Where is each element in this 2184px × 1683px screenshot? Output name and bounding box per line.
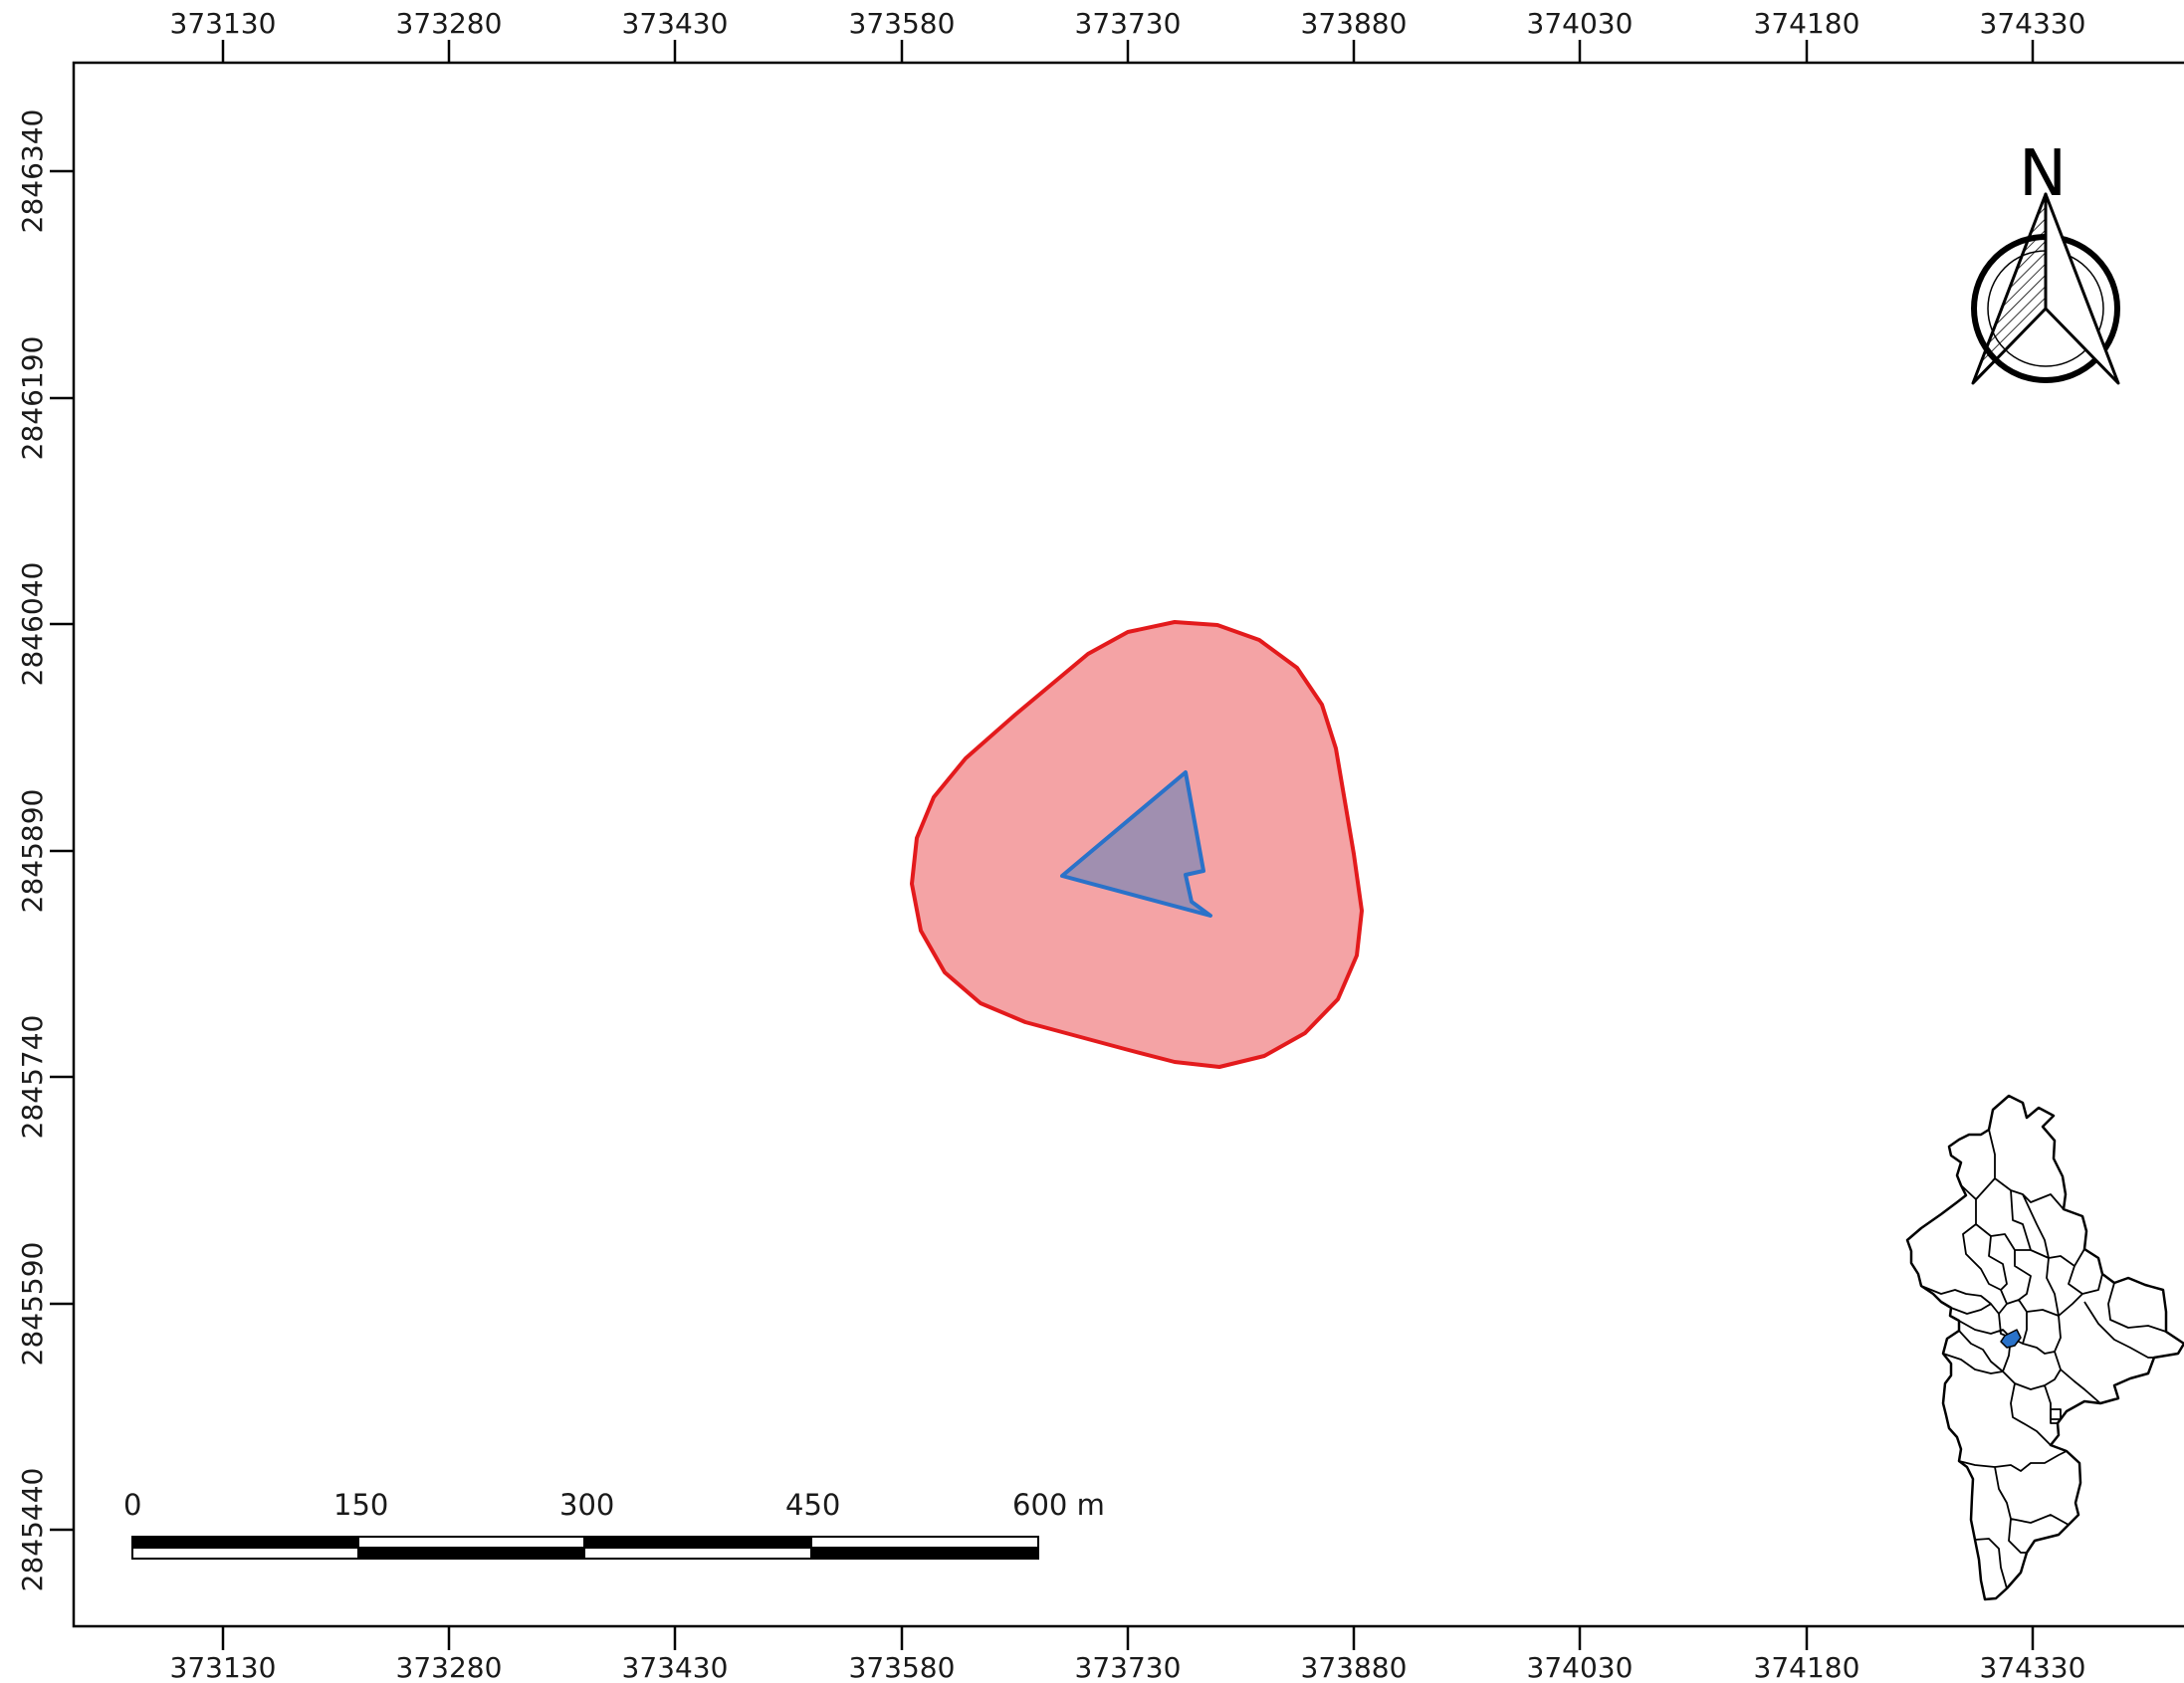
x-tick-label: 373130 [170, 7, 277, 40]
x-tick-label: 373280 [396, 7, 503, 40]
x-tick-label: 373280 [396, 1651, 503, 1683]
x-axis-bottom-ticks [221, 1626, 2035, 1650]
y-tick-label: 2845440 [16, 1468, 49, 1592]
x-tick-label: 373880 [1301, 1651, 1408, 1683]
scale-bar-bottom-row [131, 1547, 1039, 1560]
x-axis-bottom-labels: 373130 373280 373430 373580 373730 37388… [170, 1651, 2086, 1683]
x-tick-label: 373430 [622, 7, 729, 40]
y-axis-ticks [50, 169, 74, 1532]
x-tick-label: 373880 [1301, 7, 1408, 40]
scale-segment [810, 1547, 1039, 1560]
scale-segment [583, 1536, 812, 1549]
scale-label: 0 [123, 1488, 141, 1522]
scale-segment [357, 1536, 585, 1549]
north-arrow-icon: N [1971, 137, 2120, 385]
scale-label: 450 [785, 1488, 840, 1522]
locator-highlight-area [2000, 1329, 2022, 1349]
municipalities-locator-icon [1905, 1094, 2184, 1601]
x-tick-label: 373730 [1075, 1651, 1182, 1683]
scale-bar: 0 150 300 450 600 m [123, 1488, 1105, 1560]
y-tick-label: 2845890 [16, 789, 49, 914]
x-axis-top-ticks [221, 40, 2035, 63]
map-frame [72, 61, 2184, 1628]
north-arrow-left-half [1971, 192, 2048, 385]
scale-label: 150 [333, 1488, 388, 1522]
scale-segment [131, 1547, 359, 1560]
y-tick-label: 2846040 [16, 562, 49, 687]
scale-segment [357, 1547, 585, 1560]
locator-small-box [2050, 1408, 2062, 1420]
x-tick-label: 374180 [1754, 1651, 1860, 1683]
x-tick-label: 373580 [849, 1651, 956, 1683]
y-tick-label: 2846190 [16, 336, 49, 461]
y-tick-label: 2845590 [16, 1242, 49, 1367]
x-tick-label: 374180 [1754, 7, 1860, 40]
scale-segment [810, 1536, 1039, 1549]
x-tick-label: 373430 [622, 1651, 729, 1683]
scale-label: 600 m [1012, 1488, 1105, 1522]
scale-segment [131, 1536, 359, 1549]
scale-bar-top-row [131, 1536, 1039, 1549]
x-tick-label: 373580 [849, 7, 956, 40]
scale-label: 300 [559, 1488, 614, 1522]
x-tick-label: 374330 [1980, 7, 2086, 40]
y-axis-labels: 2846340 2846190 2846040 2845890 2845740 … [16, 109, 49, 1592]
y-tick-label: 2845740 [16, 1015, 49, 1140]
y-tick-label: 2846340 [16, 109, 49, 234]
x-tick-label: 374030 [1527, 7, 1634, 40]
x-tick-label: 374330 [1980, 1651, 2086, 1683]
site-polygon [1060, 770, 1212, 918]
x-tick-label: 374030 [1527, 1651, 1634, 1683]
x-tick-label: 373130 [170, 1651, 277, 1683]
x-axis-top-labels: 373130 373280 373430 373580 373730 37388… [170, 7, 2086, 40]
locator-outline [1905, 1094, 2184, 1601]
north-arrow-right-half [2044, 192, 2120, 385]
x-tick-label: 373730 [1075, 7, 1182, 40]
scale-segment [583, 1547, 812, 1560]
